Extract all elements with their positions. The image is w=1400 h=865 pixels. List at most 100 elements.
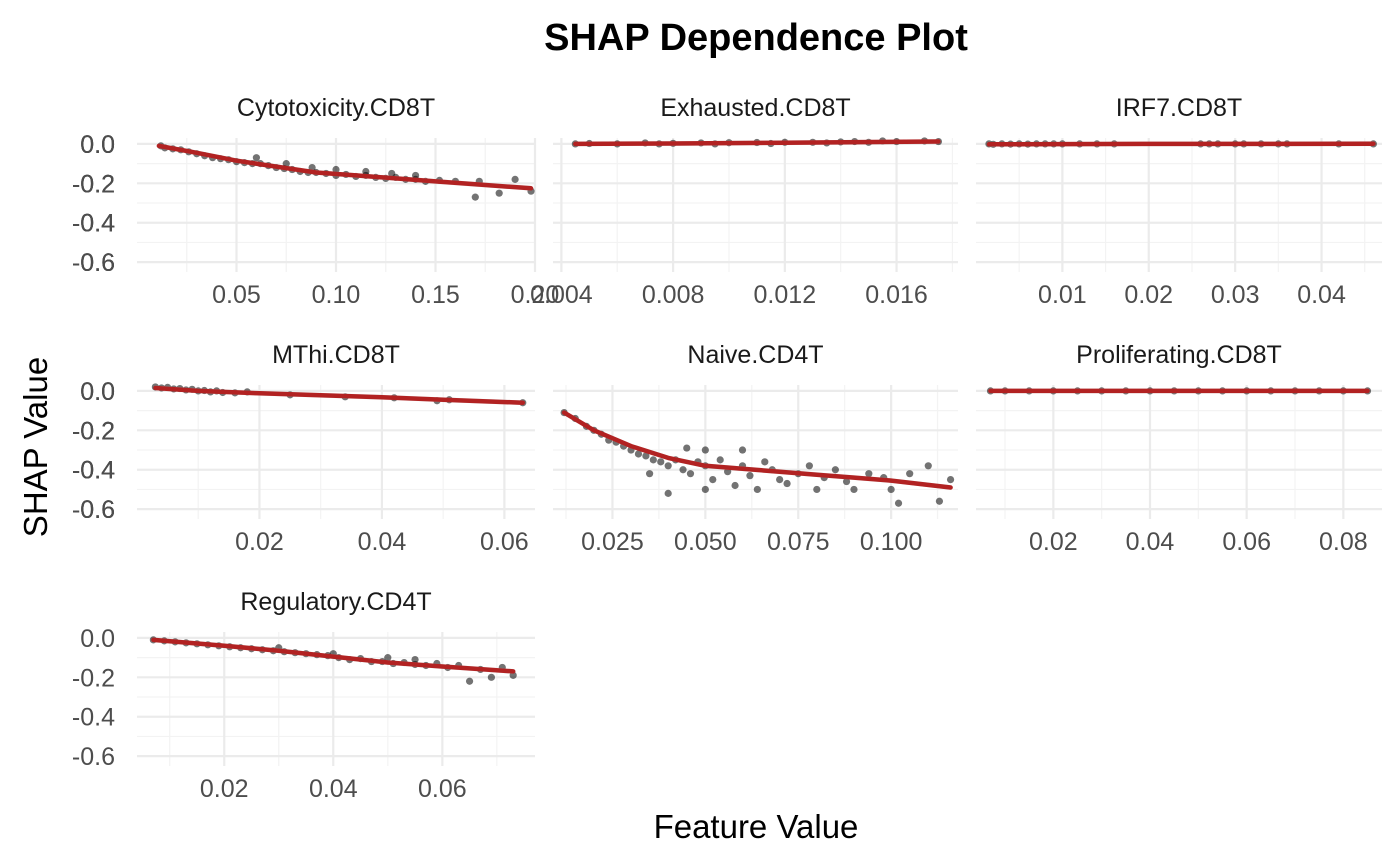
x-tick-label: 0.004 [530,281,593,309]
chart-title: SHAP Dependence Plot [544,17,968,59]
y-tick-label: 0.0 [80,378,115,406]
x-tick-label: 0.06 [1222,528,1271,556]
x-tick-label: 0.06 [480,528,529,556]
data-point [813,485,821,494]
y-tick-label: -0.2 [72,417,115,445]
smooth-trend-line [986,141,1376,147]
facet-proliferating-cd8t: Proliferating.CD8T 0.0 -0.2 -0.4 -0.6 0.02 0.0… [72,341,1382,556]
data-point [738,446,747,454]
x-tick-label: 0.04 [358,528,407,556]
y-tick-label: -0.4 [72,457,115,485]
data-point [332,165,340,174]
smooth-trend-line [156,143,534,191]
data-point [495,189,503,197]
facet-regulatory-cd4t: Regulatory.CD4T 0.0 -0.2 -0.4 -0.6 0.02 0.04 0.… [72,588,535,803]
smooth-trend-line [561,410,953,490]
x-tick-label: 0.012 [754,281,817,309]
y-tick-label: -0.2 [72,417,115,445]
x-tick-label: 0.10 [312,281,361,309]
x-tick-label: 0.15 [411,281,460,309]
data-point [894,499,903,507]
smooth-trend-line [153,385,526,405]
x-tick-label: 0.02 [235,528,284,556]
x-tick-label: 0.02 [1029,528,1078,556]
x-tick-label: 0.008 [642,281,705,309]
y-tick-label: 0.0 [80,131,115,159]
data-point [850,485,858,494]
x-tick-label: 0.04 [309,775,358,803]
facet-strip-label: Naive.CD4T [687,341,823,369]
facet-strip-label: MThi.CD8T [272,341,400,369]
x-tick-label: 0.100 [860,528,923,556]
data-point [412,171,420,180]
data-point [924,462,932,470]
x-tick-label: 0.20 [511,281,560,309]
y-tick-label: -0.6 [72,743,115,771]
x-tick-label: 0.04 [1297,281,1346,309]
x-tick-label: 0.016 [865,281,928,309]
data-point [776,475,784,484]
facet-strip-label: Proliferating.CD8T [1076,341,1282,369]
data-point [664,462,672,470]
data-point [282,160,290,168]
x-tick-label: 0.05 [212,281,261,309]
facet-strip-label: Regulatory.CD4T [240,588,431,616]
facet-cytotoxicity-cd8t: Cytotoxicity.CD8T 0.0 -0.2 -0.4 -0.6 0.05 0.10… [72,94,559,309]
y-tick-label: -0.4 [72,704,115,732]
data-point [411,655,419,664]
x-tick-label: 0.02 [200,775,249,803]
data-point [679,466,687,474]
data-point [842,477,851,486]
facet-exhausted-cd8t: Exhausted.CD8T 0.0 -0.2 -0.4 -0.6 0.004 0.008 0… [72,94,958,309]
y-tick-label: 0.0 [80,625,115,653]
y-tick-label: 0.0 [80,378,115,406]
y-tick-label: -0.2 [72,664,115,692]
data-point [701,485,709,494]
data-point [887,485,895,494]
data-point [509,671,517,679]
data-point [946,475,955,484]
y-tick-label: -0.2 [72,170,115,198]
x-tick-label: 0.025 [581,528,644,556]
data-point [308,163,316,172]
facet-naive-cd4t: Naive.CD4T 0.0 -0.2 -0.4 -0.6 0.025 0.050 0.075… [72,341,958,556]
y-tick-label: -0.4 [72,210,115,238]
x-tick-label: 0.02 [1124,281,1173,309]
data-point [761,458,769,466]
data-point [746,472,754,480]
y-axis-title: SHAP Value [17,357,54,537]
y-tick-label: -0.2 [72,170,115,198]
data-point [865,470,873,478]
y-tick-label: -0.6 [72,496,115,524]
data-point [362,167,370,176]
data-point [731,481,739,490]
facet-irf7-cd8t: IRF7.CD8T 0.0 -0.2 -0.4 -0.6 0.01 0.02 0.03 0.04 [72,94,1382,309]
facet-mthi-cd8t: MThi.CD8T 0.0 -0.2 -0.4 -0.6 0.02 0.04 0.06 [72,341,535,556]
data-point [465,677,474,685]
data-point [634,450,643,458]
smooth-trend-line [151,637,516,674]
y-tick-label: -0.6 [72,496,115,524]
y-tick-label: -0.6 [72,249,115,277]
y-tick-label: -0.4 [72,457,115,485]
data-point [701,446,709,454]
data-point [683,444,691,452]
data-point [487,673,495,681]
y-tick-label: 0.0 [80,131,115,159]
y-tick-label: -0.6 [72,249,115,277]
data-point [686,470,695,478]
data-point [646,470,654,478]
y-tick-label: 0.0 [80,131,115,159]
facet-strip-label: Exhausted.CD8T [660,94,850,122]
x-tick-label: 0.075 [767,528,830,556]
data-point [753,485,761,494]
y-tick-label: 0.0 [80,378,115,406]
data-point [935,497,944,505]
data-point [657,458,665,466]
data-point [709,475,717,484]
data-point [252,154,260,162]
x-tick-label: 0.050 [674,528,737,556]
y-tick-label: -0.4 [72,457,115,485]
data-point [906,470,914,478]
